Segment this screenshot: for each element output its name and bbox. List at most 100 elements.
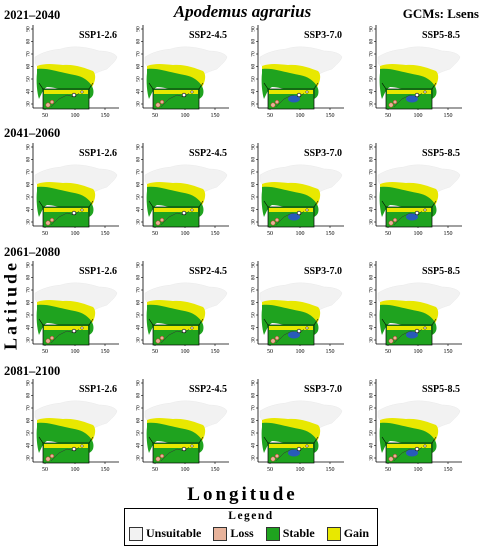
lat-tick-label: 60: [135, 64, 141, 70]
legend: Legend Unsuitable Loss Stable Gain: [124, 508, 378, 546]
inset-marker: [190, 444, 194, 448]
inset-gain-strip: [269, 90, 313, 94]
inset-highlight-region: [406, 95, 418, 103]
lat-tick-label: 50: [25, 76, 31, 82]
inset-loss-point: [159, 217, 165, 223]
lat-tick-label: 70: [250, 169, 256, 175]
legend-item-unsuitable: Unsuitable: [129, 526, 201, 541]
lat-tick-label: 60: [368, 182, 374, 188]
lat-tick-label: 60: [368, 64, 374, 70]
map-panel: 90 80 70 60 50 40 30 50 100 150 SSP2-4.5: [131, 377, 231, 475]
inset-marker: [190, 208, 194, 212]
lon-tick-label: 150: [101, 349, 110, 355]
lat-tick-label: 80: [250, 393, 256, 399]
lon-tick-label: 50: [42, 467, 48, 473]
lat-tick-label: 40: [368, 89, 374, 95]
map-panel: 90 80 70 60 50 40 30 50 100 150 SSP3-7.0: [246, 23, 346, 121]
lat-tick-label: 70: [135, 287, 141, 293]
inset-highlight-region: [288, 95, 300, 103]
inset-leader-line: [381, 82, 387, 90]
inset-marker: [414, 328, 420, 334]
map-panel: 90 80 70 60 50 40 30 50 100 150 SSP3-7.0: [246, 141, 346, 239]
inset-marker: [414, 210, 420, 216]
lon-tick-label: 150: [326, 231, 335, 237]
zoom-inset: [148, 318, 204, 346]
inset-gain-strip: [154, 326, 198, 330]
period-label-1: 2021–2040: [4, 8, 61, 22]
legend-swatch-loss: [213, 526, 228, 541]
lat-tick-label: 30: [368, 455, 374, 461]
lat-tick-label: 90: [135, 144, 141, 150]
zoom-inset: [148, 436, 204, 464]
lat-tick-label: 60: [25, 64, 31, 70]
inset-highlight-region: [288, 449, 300, 457]
inset-boundary-line: [393, 328, 423, 344]
lon-tick-label: 100: [414, 113, 423, 119]
scenario-label: SSP2-4.5: [188, 30, 227, 41]
inset-marker: [305, 444, 309, 448]
inset-highlight-region: [288, 331, 300, 339]
inset-gain-strip: [154, 444, 198, 448]
lat-tick-label: 80: [135, 275, 141, 281]
scenario-label: SSP1-2.6: [78, 148, 117, 159]
zoom-inset: [381, 318, 437, 346]
lat-tick-label: 50: [250, 194, 256, 200]
distribution-map: 90 80 70 60 50 40 30 50 100 150: [135, 261, 229, 355]
inset-gain-strip: [387, 326, 431, 330]
inset-leader-line: [88, 318, 94, 326]
lat-tick-label: 70: [250, 287, 256, 293]
lat-tick-label: 90: [135, 380, 141, 386]
inset-marker: [80, 326, 84, 330]
inset-leader-line: [431, 318, 437, 326]
inset-loss-point: [392, 335, 398, 341]
lon-tick-label: 100: [296, 349, 305, 355]
lat-tick-label: 80: [368, 393, 374, 399]
lat-tick-label: 90: [25, 26, 31, 32]
lon-tick-label: 50: [152, 349, 158, 355]
lat-tick-label: 90: [368, 26, 374, 32]
lon-tick-label: 50: [267, 231, 273, 237]
distribution-map: 90 80 70 60 50 40 30 50 100 150: [368, 261, 462, 355]
zoom-inset: [38, 436, 94, 464]
legend-item-gain: Gain: [326, 526, 369, 541]
inset-loss-point: [155, 102, 161, 108]
inset-loss-point: [159, 453, 165, 459]
lat-tick-label: 80: [25, 39, 31, 45]
lat-tick-label: 40: [25, 325, 31, 331]
legend-title: Legend: [228, 510, 274, 522]
lon-tick-label: 100: [181, 113, 190, 119]
lat-tick-label: 30: [25, 337, 31, 343]
inset-loss-point: [49, 335, 55, 341]
lat-tick-label: 60: [250, 300, 256, 306]
inset-leader-line: [431, 200, 437, 208]
inset-leader-line: [263, 82, 269, 90]
inset-leader-line: [263, 318, 269, 326]
lat-tick-label: 60: [135, 300, 141, 306]
lon-tick-label: 100: [181, 231, 190, 237]
zoom-inset: [263, 82, 319, 110]
lat-tick-label: 40: [368, 207, 374, 213]
inset-leader-line: [263, 436, 269, 444]
inset-leader-line: [381, 436, 387, 444]
lon-tick-label: 150: [326, 467, 335, 473]
inset-leader-line: [263, 200, 269, 208]
lat-tick-label: 60: [250, 64, 256, 70]
lon-tick-label: 50: [267, 349, 273, 355]
lon-tick-label: 150: [211, 467, 220, 473]
lon-tick-label: 150: [326, 349, 335, 355]
lat-tick-label: 30: [368, 101, 374, 107]
lat-tick-label: 80: [25, 275, 31, 281]
distribution-map: 90 80 70 60 50 40 30 50 100 150: [250, 25, 344, 119]
lat-tick-label: 70: [25, 51, 31, 57]
lon-tick-label: 50: [152, 113, 158, 119]
inset-marker: [181, 92, 187, 98]
inset-leader-line: [38, 82, 44, 90]
x-axis-title: Longitude: [187, 484, 298, 505]
inset-boundary-line: [275, 446, 305, 462]
lat-tick-label: 40: [25, 443, 31, 449]
lat-tick-label: 40: [135, 207, 141, 213]
map-panel: 90 80 70 60 50 40 30 50 100 150 SSP1-2.6: [21, 23, 121, 121]
legend-item-loss: Loss: [213, 526, 254, 541]
inset-leader-line: [198, 82, 204, 90]
legend-swatch-stable: [265, 526, 280, 541]
